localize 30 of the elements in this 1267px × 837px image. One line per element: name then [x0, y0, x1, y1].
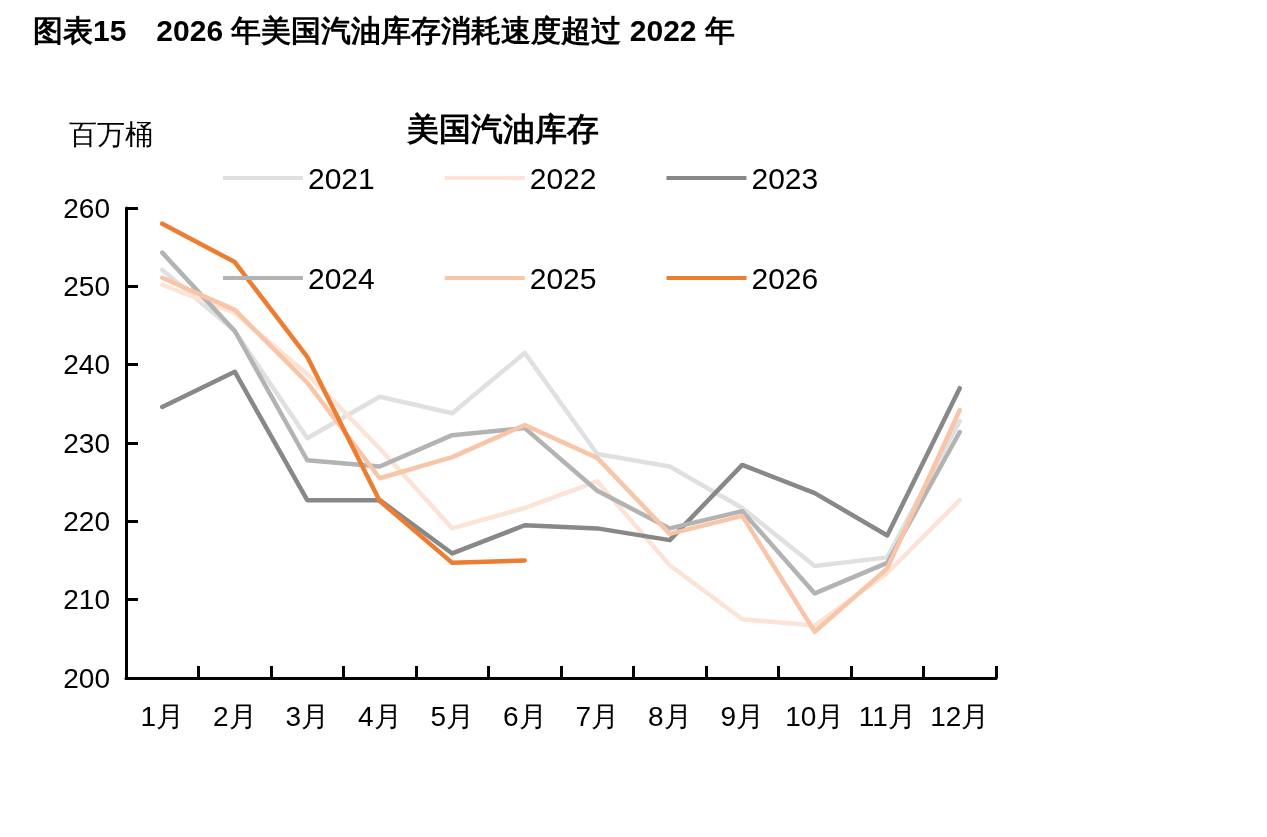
legend-label: 2025: [529, 261, 597, 295]
line-series: [160, 221, 527, 566]
y-axis-title: 百万桶: [69, 118, 153, 150]
x-tick-label: 1月: [140, 700, 185, 732]
x-tick-label: 6月: [502, 700, 547, 732]
y-tick-label: 210: [63, 584, 110, 616]
x-tick-label: 5月: [430, 700, 475, 732]
legend-label: 2023: [751, 161, 819, 195]
x-tick-label: 10月: [785, 700, 845, 732]
line-series: [160, 369, 962, 556]
x-tick-label: 4月: [357, 700, 402, 732]
y-tick-label: 240: [63, 349, 110, 381]
y-tick-label: 220: [63, 505, 110, 537]
x-tick-label: 3月: [285, 700, 330, 732]
legend-label: 2022: [529, 161, 597, 195]
x-tick-label: 11月: [858, 700, 916, 732]
legend-label: 2026: [751, 261, 819, 295]
x-tick-label: 9月: [720, 700, 765, 732]
y-tick-label: 260: [63, 192, 110, 224]
legend-label: 2021: [308, 161, 375, 195]
x-tick-label: 2月: [212, 700, 257, 732]
y-tick-label: 250: [63, 270, 110, 302]
x-tick-label: 7月: [575, 700, 620, 732]
y-tick-label: 200: [63, 662, 110, 694]
chart-title: 图表15 2026 年美国汽油库存消耗速度超过 2022 年: [33, 13, 735, 47]
legend-label: 2024: [308, 261, 375, 295]
y-tick-label: 230: [63, 427, 110, 459]
x-tick-label: 8月: [647, 700, 692, 732]
x-tick-label: 12月: [930, 700, 990, 732]
chart-subtitle: 美国汽油库存: [406, 111, 599, 147]
